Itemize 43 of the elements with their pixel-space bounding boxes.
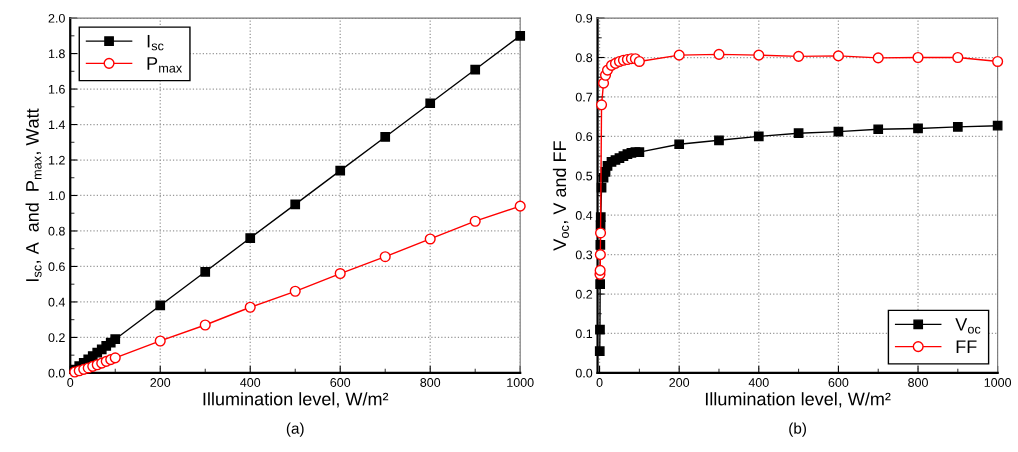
x-tick-label: 600	[828, 378, 849, 387]
y-tick-label: 1.4	[48, 120, 66, 130]
x-axis-title: Illumination level, W/m²	[705, 392, 891, 408]
y-tick-label: 0.2	[48, 333, 65, 343]
y-tick-label: 0.1	[575, 329, 593, 339]
legend-label: I$_{sc}$	[147, 34, 164, 51]
x-tick-label: 800	[420, 378, 441, 387]
y-tick-label: 0.8	[48, 226, 65, 236]
x-tick-label: 400	[240, 378, 261, 387]
y-tick-label: 0.2	[575, 289, 593, 299]
x-tick-label: 1000	[507, 378, 534, 387]
y-axis-title: V$_{oc}$, V and FF	[552, 141, 569, 251]
y-tick-label: 0.6	[575, 132, 593, 142]
y-tick-label: 1.8	[48, 49, 65, 59]
y-tick-label: 0.4	[575, 211, 593, 220]
y-tick-label: 0.4	[48, 297, 66, 307]
text: (a)	[286, 422, 304, 437]
x-tick-label: 0	[596, 378, 603, 387]
legend-label: FF	[956, 340, 977, 353]
y-tick-label: 0.9	[575, 13, 593, 23]
x-tick-label: 800	[908, 378, 928, 387]
y-axis-title: I$_{sc}$, A and P$_{max}$, Watt	[25, 108, 42, 282]
x-tick-label: 200	[150, 378, 171, 387]
y-tick-label: 0.0	[575, 368, 593, 378]
legend-label: P$_{max}$	[147, 57, 183, 73]
x-tick-label: 0	[67, 378, 74, 387]
x-axis-title: Illumination level, W/m²	[203, 392, 389, 408]
y-tick-label: 0.5	[575, 171, 593, 181]
y-tick-label: 1.0	[48, 191, 65, 201]
y-tick-label: 0.8	[575, 53, 593, 63]
y-tick-label: 0.3	[575, 250, 593, 260]
x-tick-label: 1000	[984, 378, 1012, 387]
y-tick-label: 1.2	[48, 155, 65, 165]
x-tick-label: 600	[330, 378, 351, 387]
legend-label: V$_{oc}$	[955, 318, 981, 334]
text: (b)	[789, 422, 806, 437]
x-tick-label: 400	[748, 378, 769, 387]
x-tick-label: 200	[669, 378, 690, 387]
y-tick-label: 2.0	[48, 13, 65, 23]
y-tick-label: 0.6	[48, 262, 65, 272]
y-tick-label: 0.7	[575, 92, 593, 102]
y-tick-label: 1.6	[48, 84, 65, 94]
y-tick-label: 0.0	[48, 368, 65, 378]
